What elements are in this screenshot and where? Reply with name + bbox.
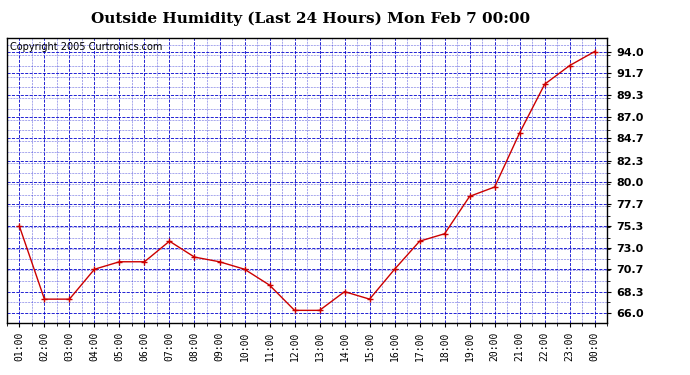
- Text: Copyright 2005 Curtronics.com: Copyright 2005 Curtronics.com: [10, 42, 162, 52]
- Text: Outside Humidity (Last 24 Hours) Mon Feb 7 00:00: Outside Humidity (Last 24 Hours) Mon Feb…: [91, 11, 530, 26]
